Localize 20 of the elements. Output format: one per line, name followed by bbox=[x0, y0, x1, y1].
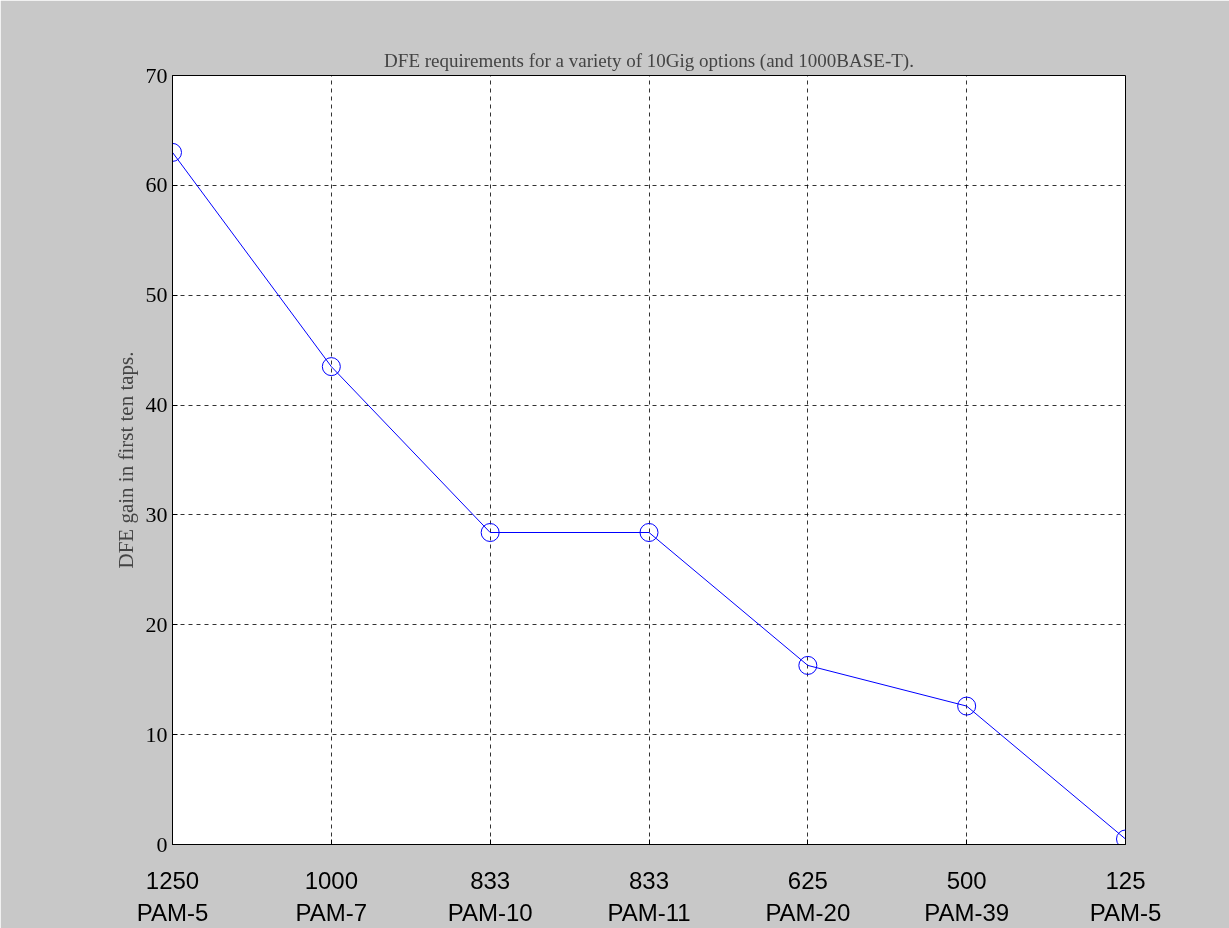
y-axis-title: DFE gain in first ten taps. bbox=[113, 351, 138, 569]
point bbox=[639, 523, 659, 542]
y-tick-label: 30 bbox=[145, 501, 168, 527]
x-tick-label: 500 PAM-39 bbox=[924, 866, 1010, 926]
x-tick-label: 1000 PAM-7 bbox=[295, 866, 368, 926]
y-tick-label: 0 bbox=[156, 831, 168, 857]
chart-title: DFE requirements for a variety of 10Gig options (and 1000BASE-T). bbox=[384, 49, 914, 72]
y-tick-label: 50 bbox=[145, 282, 168, 308]
y-tick-label: 40 bbox=[145, 392, 168, 418]
x-tick-label: 833 PAM-11 bbox=[607, 866, 691, 926]
point bbox=[480, 523, 500, 542]
y-tick-label: 70 bbox=[145, 62, 168, 88]
x-tick-label: 125 PAM-5 bbox=[1089, 866, 1162, 926]
x-tick-label: 833 PAM-10 bbox=[447, 866, 533, 926]
y-tick-label: 20 bbox=[145, 611, 168, 637]
y-tick-label: 60 bbox=[145, 172, 168, 198]
x-tick-label: 1250 PAM-5 bbox=[136, 866, 209, 926]
x-tick-label: 625 PAM-20 bbox=[765, 866, 851, 926]
y-tick-label: 10 bbox=[145, 721, 168, 747]
point bbox=[798, 655, 818, 675]
